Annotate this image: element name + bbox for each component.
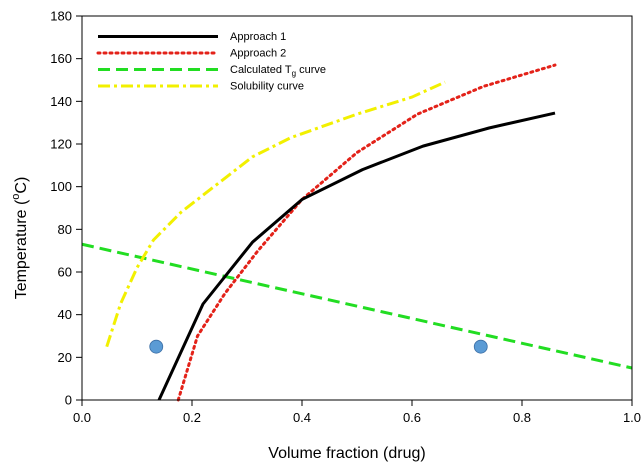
y-tick-label: 100 bbox=[50, 179, 72, 194]
legend-label: Approach 2 bbox=[230, 48, 286, 60]
y-tick-label: 160 bbox=[50, 51, 72, 66]
y-tick-label: 20 bbox=[58, 350, 72, 365]
y-tick-label: 140 bbox=[50, 94, 72, 109]
x-tick-label: 0.4 bbox=[293, 410, 311, 425]
y-tick-label: 80 bbox=[58, 222, 72, 237]
y-axis-label-unit: C) bbox=[13, 177, 30, 194]
y-axis-label: Temperature (oC) bbox=[10, 177, 30, 300]
y-tick-label: 60 bbox=[58, 265, 72, 280]
legend-label: Solubility curve bbox=[230, 81, 304, 93]
axis-ticks: 0.0 0.2 0.4 0.6 0.8 1.0 0 20 40 60 80 100 120 140 160 1… bbox=[50, 9, 641, 426]
legend-label: Calculated Tg curve bbox=[230, 64, 326, 78]
plot-frame bbox=[81, 15, 633, 401]
series-line-2 bbox=[176, 63, 557, 402]
series-line-1 bbox=[157, 111, 556, 401]
data-point bbox=[149, 339, 164, 354]
y-tick-label: 180 bbox=[50, 9, 72, 24]
legend-label: Approach 1 bbox=[230, 31, 286, 43]
series-line-3 bbox=[81, 242, 633, 370]
data-point bbox=[473, 339, 488, 354]
legend: Approach 1 Approach 2 Calculated Tg curve S… bbox=[96, 31, 326, 93]
series-layer bbox=[81, 63, 633, 402]
y-tick-label: 0 bbox=[65, 393, 72, 408]
points-layer bbox=[149, 339, 488, 354]
x-tick-label: 0.8 bbox=[513, 410, 531, 425]
x-tick-label: 0.6 bbox=[403, 410, 421, 425]
y-tick-label: 120 bbox=[50, 137, 72, 152]
svg-text:Temperature (oC): Temperature (oC) bbox=[10, 177, 30, 300]
x-tick-label: 1.0 bbox=[623, 410, 641, 425]
y-tick-label: 40 bbox=[58, 307, 72, 322]
x-tick-label: 0.2 bbox=[183, 410, 201, 425]
y-axis-label-main: Temperature ( bbox=[13, 199, 30, 299]
y-axis-label-superscript: o bbox=[10, 194, 22, 200]
x-tick-label: 0.0 bbox=[73, 410, 91, 425]
series-line-4 bbox=[105, 80, 446, 348]
x-axis-label: Volume fraction (drug) bbox=[268, 445, 425, 462]
